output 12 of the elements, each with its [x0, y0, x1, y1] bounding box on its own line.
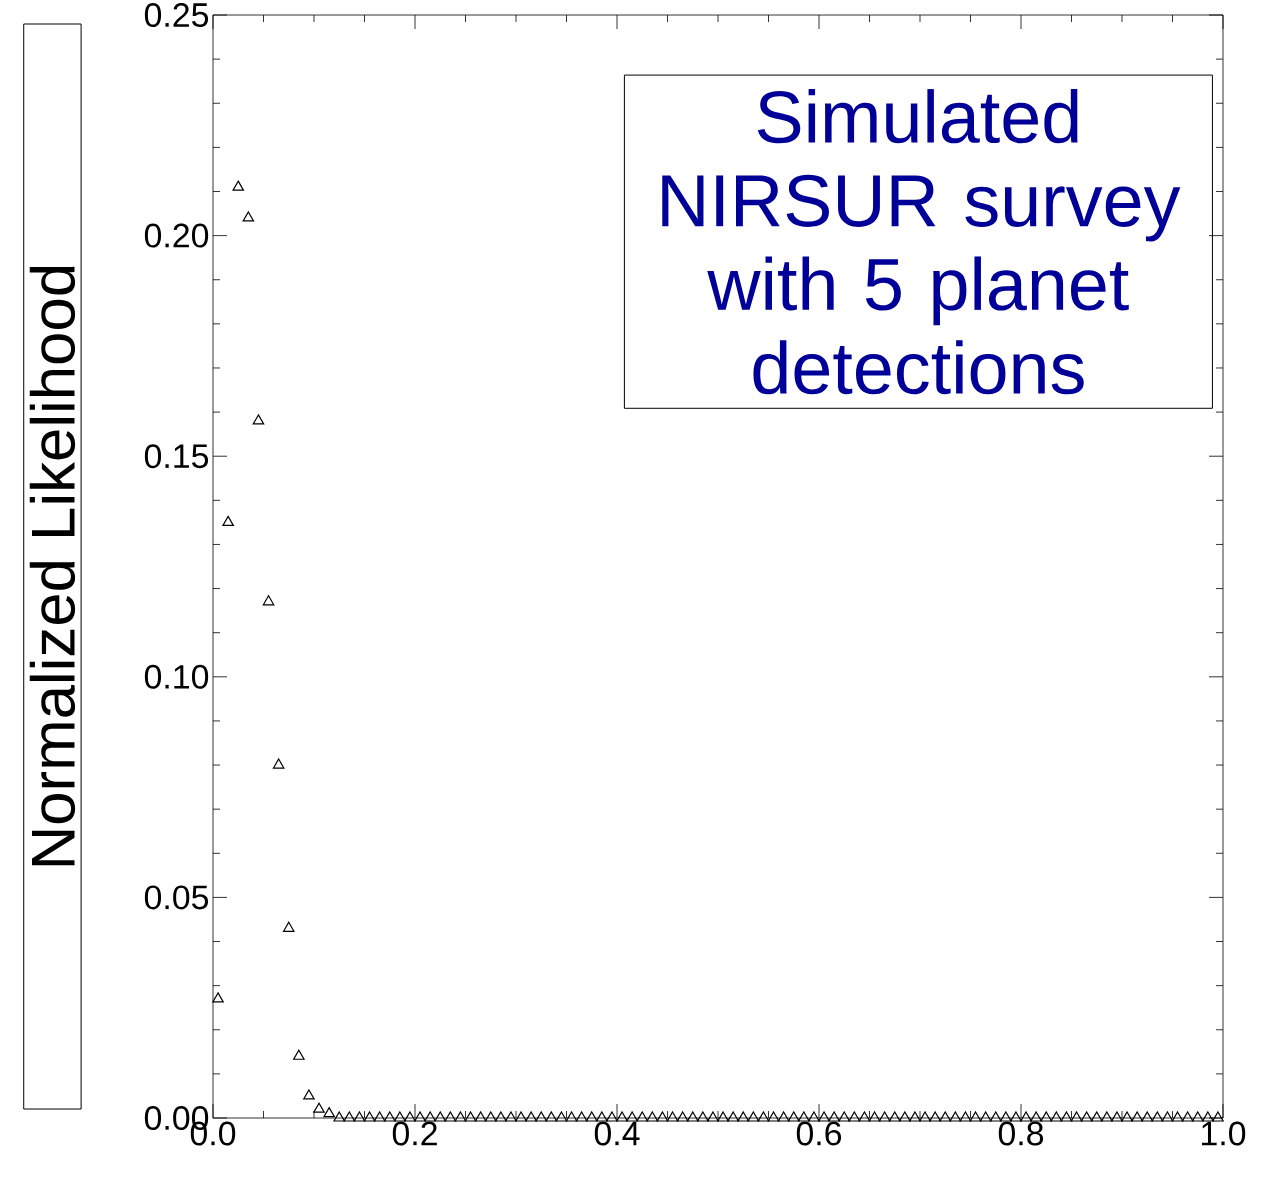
- x-tick-label: 0.6: [796, 1121, 842, 1146]
- y-tick-label: 0.25: [144, 3, 209, 28]
- x-tick-label: 0.2: [392, 1121, 437, 1146]
- x-tick-label: 0.4: [594, 1121, 640, 1146]
- x-tick-label: 0.8: [998, 1121, 1044, 1146]
- y-axis-title: Normalized Likelihood: [29, 266, 76, 866]
- y-tick-label: 0.20: [144, 223, 209, 248]
- annotation: Simulated NIRSUR survey with 5 planet detections: [662, 89, 1181, 395]
- y-tick-label: 0.15: [144, 444, 209, 469]
- y-tick-label: 0.05: [144, 885, 209, 910]
- y-tick-label: 0.10: [144, 664, 209, 689]
- x-tick-label: 1.0: [1202, 1121, 1246, 1146]
